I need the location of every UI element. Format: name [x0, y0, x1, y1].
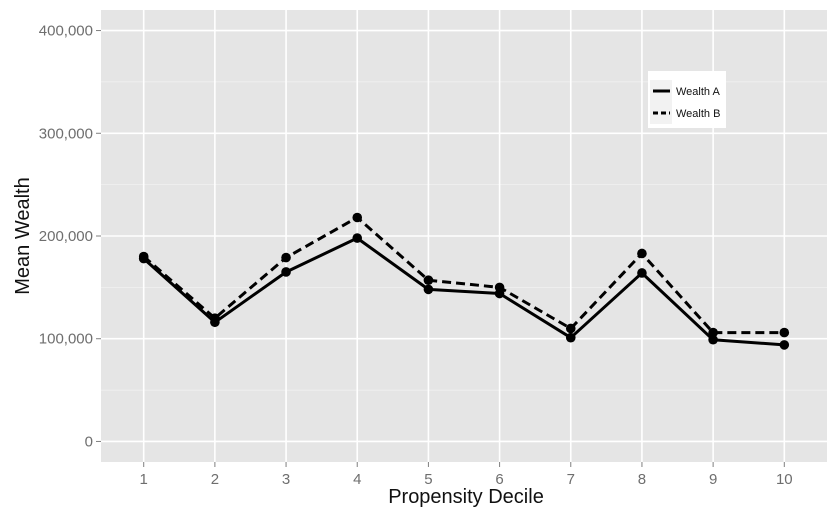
data-point-wealth-b [210, 313, 220, 323]
y-tick-label: 0 [85, 433, 93, 450]
data-point-wealth-a [281, 267, 291, 277]
series-layer [138, 212, 790, 350]
data-point-wealth-b [494, 282, 505, 293]
legend-label-wealth-b: Wealth B [676, 108, 720, 120]
data-point-wealth-a [637, 268, 647, 278]
x-tick-label: 8 [638, 471, 646, 488]
x-tick-label: 10 [776, 471, 793, 488]
x-tick-label: 3 [282, 471, 290, 488]
data-point-wealth-b [281, 252, 291, 263]
legend: Wealth A Wealth B [648, 71, 726, 128]
data-point-wealth-b [637, 248, 647, 259]
x-axis-title: Propensity Decile [388, 486, 544, 508]
minor-gridlines [101, 81, 827, 391]
data-point-wealth-b [138, 251, 149, 262]
data-point-wealth-a [708, 334, 718, 345]
data-point-wealth-b [565, 323, 576, 334]
x-tick-label: 4 [353, 471, 361, 488]
x-tick-label: 6 [495, 471, 503, 488]
x-tick-label: 5 [424, 471, 432, 488]
data-point-wealth-b [779, 327, 790, 338]
data-point-wealth-b [423, 275, 434, 285]
data-point-wealth-a [423, 284, 434, 295]
x-tick-label: 2 [211, 471, 219, 488]
x-tick-label: 7 [567, 471, 575, 488]
y-axis-ticks: 0 100,000 200,000 300,000 400,000 [39, 23, 101, 450]
legend-label-wealth-a: Wealth A [676, 86, 720, 98]
data-point-wealth-a [565, 332, 576, 343]
x-tick-label: 1 [140, 471, 148, 488]
y-tick-label: 400,000 [39, 23, 93, 40]
major-gridlines [101, 10, 827, 462]
series-line-wealth-a [142, 236, 785, 347]
y-tick-label: 100,000 [39, 331, 93, 348]
x-tick-label: 9 [709, 471, 717, 488]
y-axis-title: Mean Wealth [12, 177, 34, 294]
series-line-wealth-b [142, 216, 785, 335]
y-tick-label: 300,000 [39, 125, 93, 142]
data-point-wealth-a [779, 340, 790, 350]
data-point-wealth-a [352, 233, 363, 243]
data-point-wealth-b [708, 327, 718, 338]
x-axis-ticks: 1 2 3 4 5 6 7 8 9 10 [140, 462, 793, 488]
data-point-wealth-b [352, 212, 363, 223]
y-tick-label: 200,000 [39, 228, 93, 245]
